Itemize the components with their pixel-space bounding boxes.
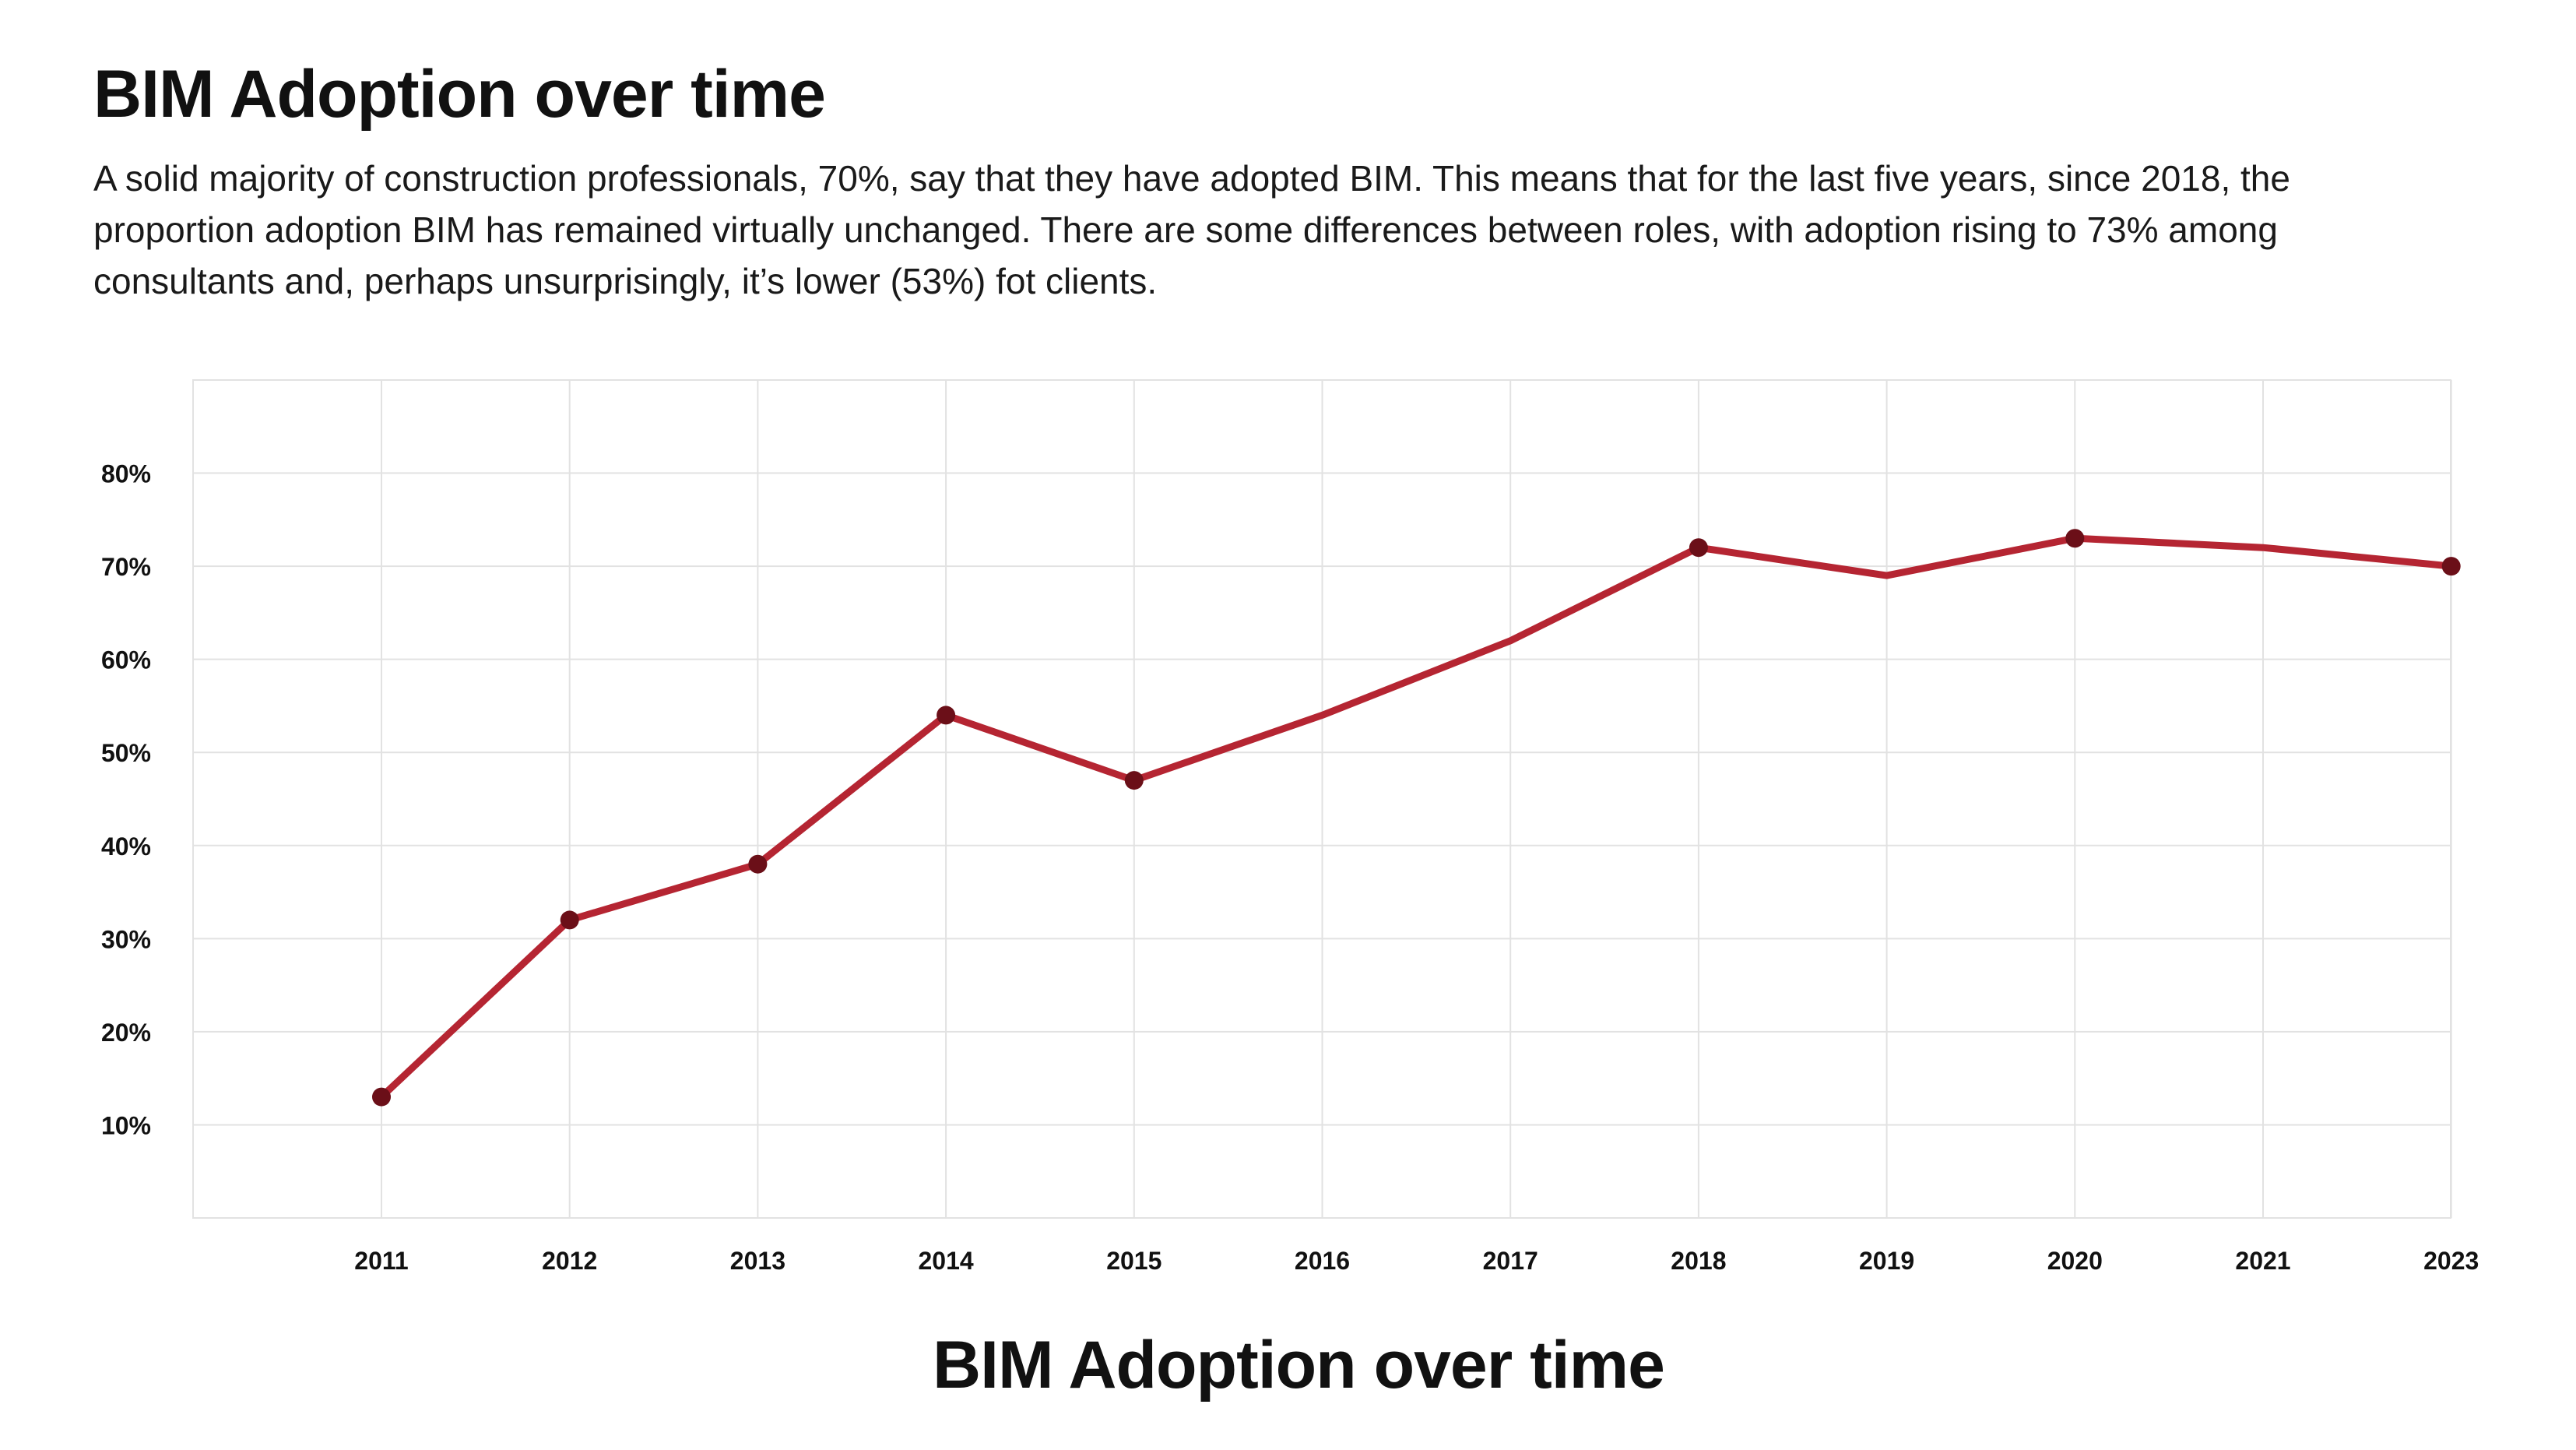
x-tick-label: 2021	[2235, 1247, 2290, 1275]
x-tick-label: 2011	[354, 1247, 408, 1275]
y-tick-label: 30%	[101, 925, 151, 953]
x-axis-tick-labels: 2011 2012 2013 2014 2015 2016 2017 2018 2019 2020…	[354, 1247, 2479, 1275]
series-layer	[372, 529, 2461, 1107]
chart-title: BIM Adoption over time	[933, 1328, 1664, 1402]
data-point	[937, 706, 956, 725]
data-point	[1124, 771, 1144, 790]
x-tick-label: 2020	[2047, 1247, 2103, 1275]
data-point	[2065, 529, 2085, 548]
x-tick-label: 2023	[2423, 1247, 2479, 1275]
data-point	[1689, 538, 1708, 558]
y-tick-label: 50%	[101, 739, 151, 767]
data-point	[560, 910, 579, 930]
x-tick-label: 2015	[1106, 1247, 1161, 1275]
grid-lines	[193, 380, 2452, 1218]
data-point	[748, 854, 768, 874]
x-tick-label: 2017	[1483, 1247, 1538, 1275]
y-tick-label: 20%	[101, 1019, 151, 1047]
y-tick-label: 40%	[101, 832, 151, 860]
y-tick-label: 70%	[101, 553, 151, 581]
data-point	[372, 1087, 391, 1107]
data-point	[2441, 557, 2461, 576]
series-line	[378, 534, 2455, 1101]
y-tick-label: 80%	[101, 460, 151, 488]
page-description: A solid majority of construction profess…	[93, 158, 2290, 301]
x-tick-label: 2013	[730, 1247, 785, 1275]
y-tick-label: 10%	[101, 1111, 151, 1139]
y-axis-tick-labels: 10% 20% 30% 40% 50% 60% 70% 80%	[101, 460, 151, 1140]
x-tick-label: 2012	[542, 1247, 597, 1275]
page-title: BIM Adoption over time	[93, 57, 826, 132]
x-tick-label: 2018	[1671, 1247, 1726, 1275]
x-tick-label: 2019	[1859, 1247, 1914, 1275]
x-tick-label: 2014	[919, 1247, 974, 1275]
x-tick-label: 2016	[1295, 1247, 1350, 1275]
y-tick-label: 60%	[101, 646, 151, 674]
